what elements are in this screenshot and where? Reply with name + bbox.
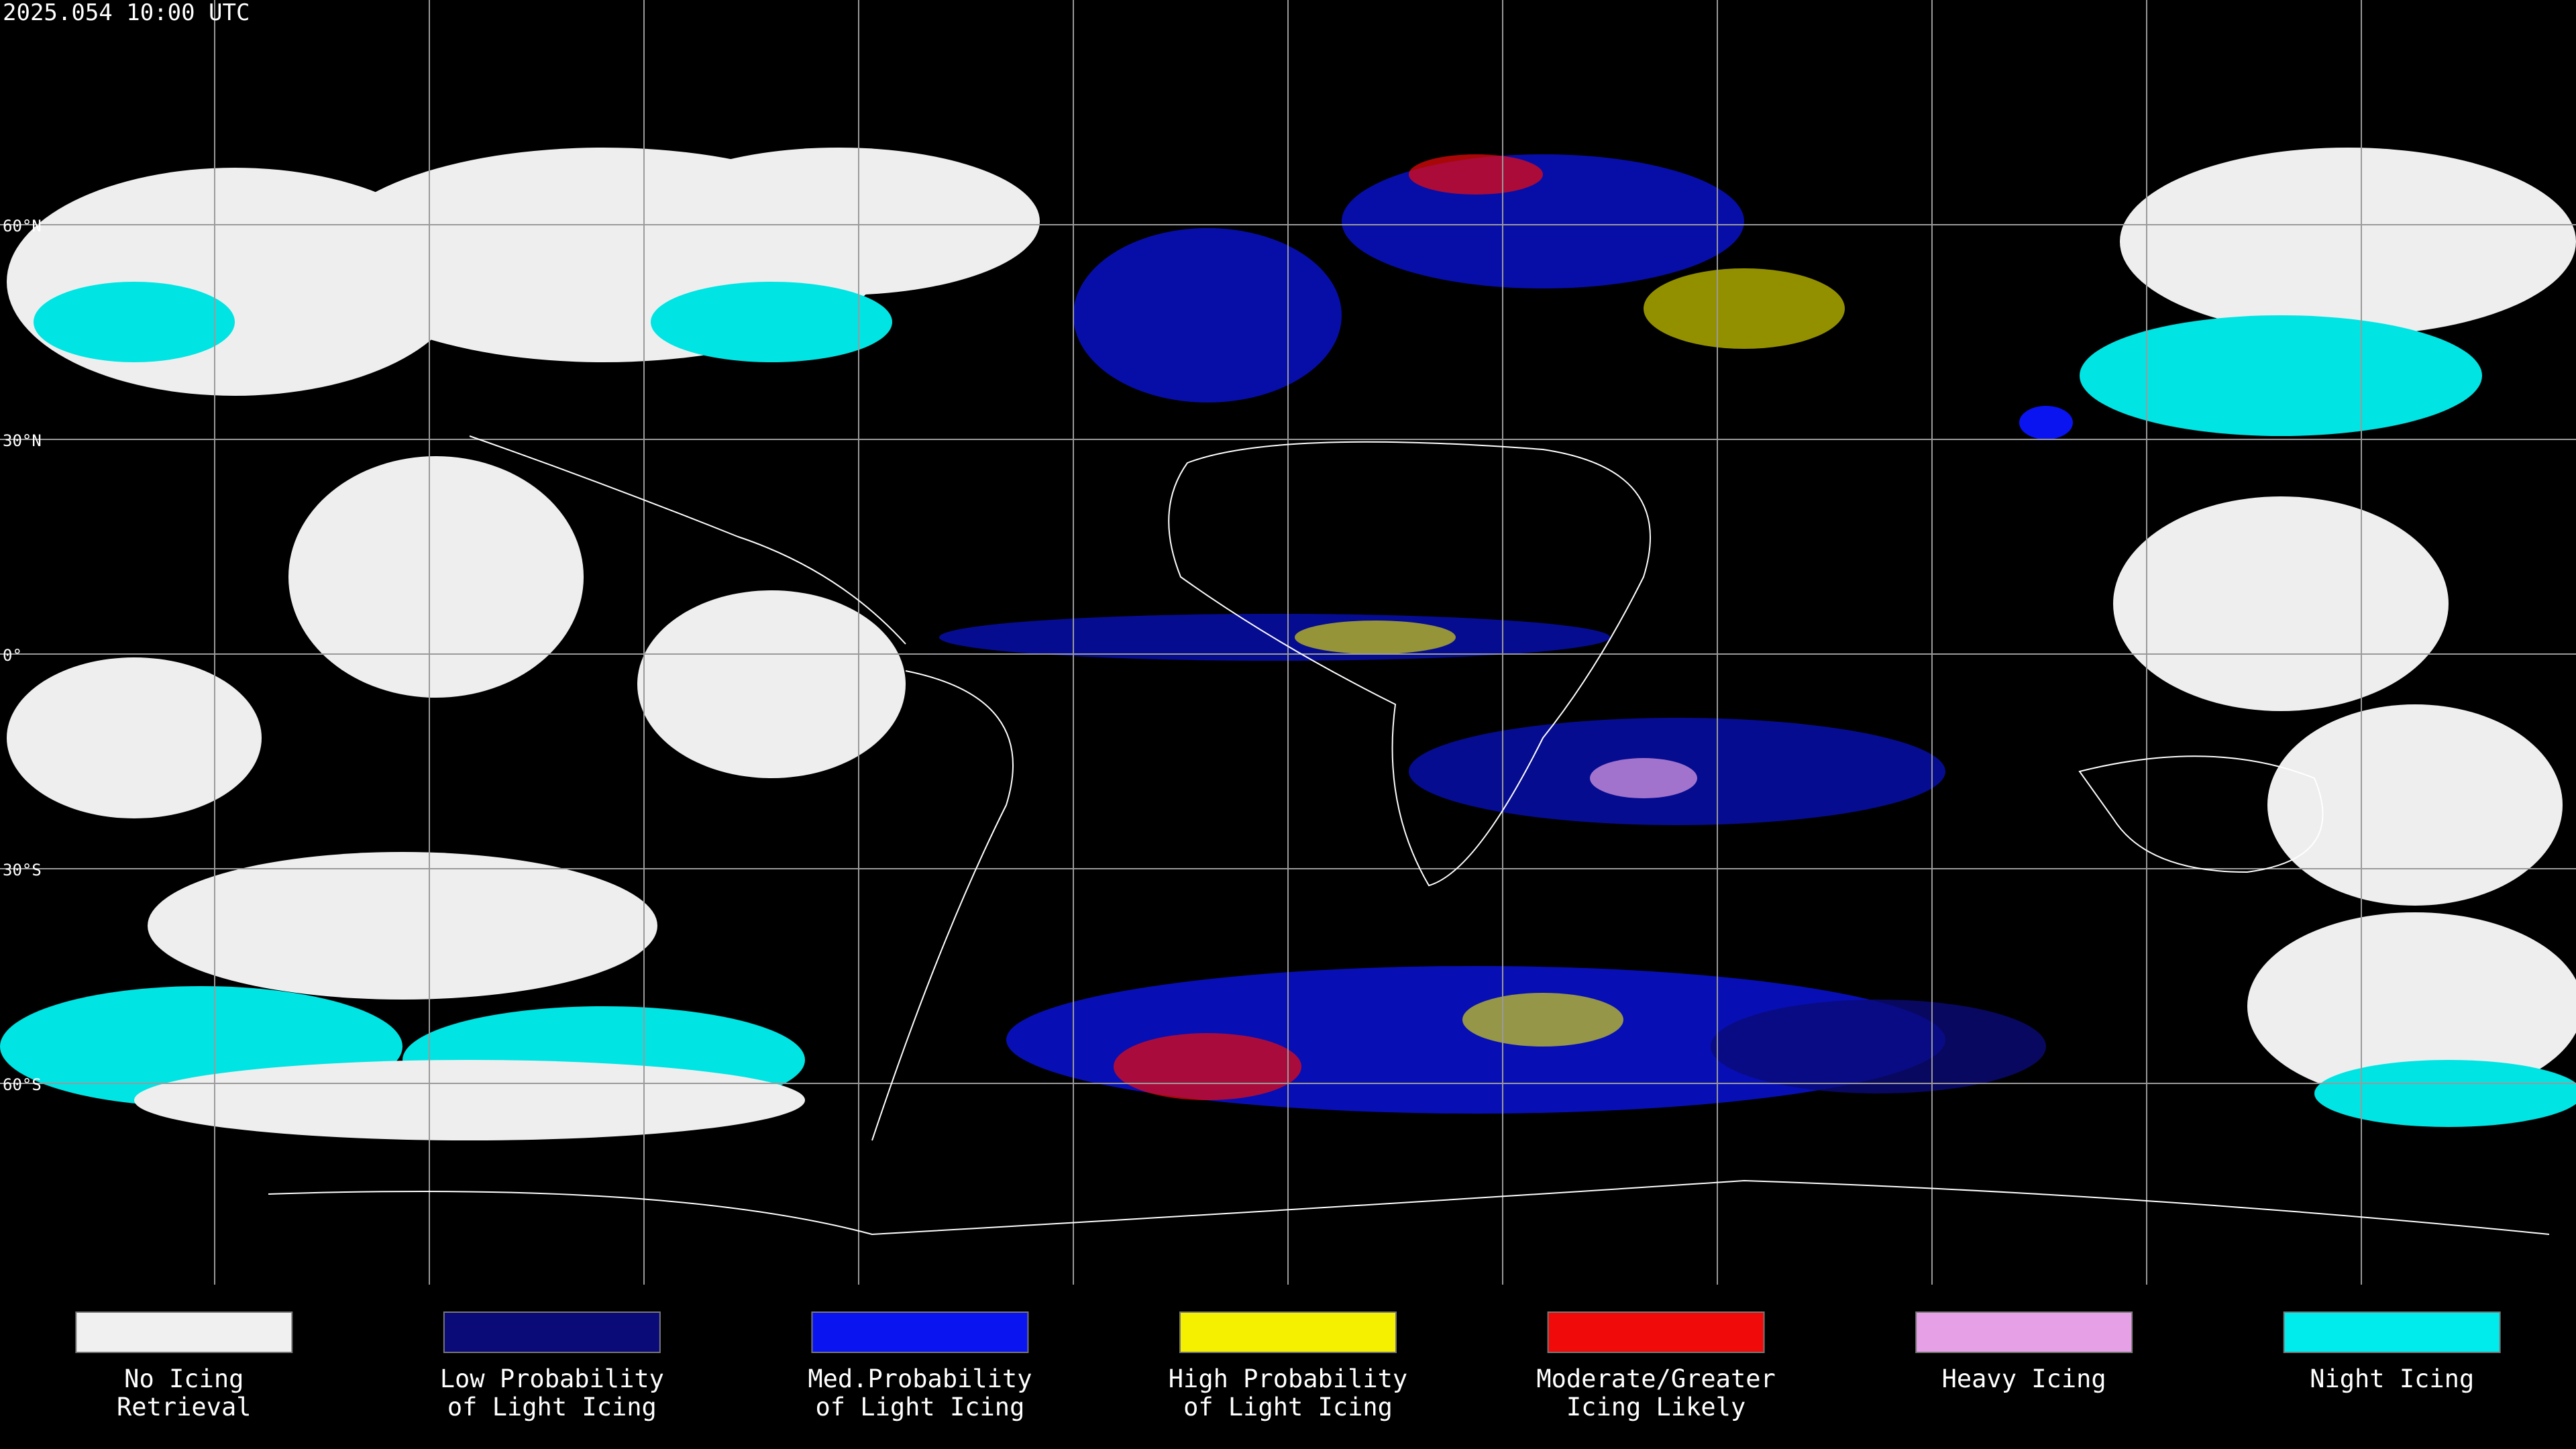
latitude-label: 60°N [3,217,42,235]
legend-label: of Light Icing [815,1393,1024,1421]
latitude-label: 30°S [3,861,42,879]
latitude-label: 60°S [3,1075,42,1094]
timestamp: 2025.054 10:00 UTC [3,0,250,26]
latitude-labels: 60°N 30°N 0° 30°S 60°S [3,217,42,1094]
icing-patches [939,154,2073,1114]
latitude-label: 30°N [3,431,42,450]
legend-label: Moderate/Greater [1536,1364,1775,1393]
cloud-cover-west [0,141,1040,1147]
legend-swatch [1547,1311,1765,1353]
legend-label: Low Probability [440,1364,664,1393]
legend-label: Heavy Icing [1942,1364,2106,1393]
legend-label: Med.Probability [808,1364,1032,1393]
legend-label: High Probability [1169,1364,1407,1393]
legend-label: of Light Icing [1183,1393,1393,1421]
legend-label: of Light Icing [447,1393,657,1421]
legend-swatch [2283,1311,2501,1353]
legend-label: Retrieval [117,1393,251,1421]
legend-swatch [1915,1311,2133,1353]
legend-swatch [443,1311,661,1353]
legend-label: No Icing [124,1364,244,1393]
legend-label: Icing Likely [1566,1393,1746,1421]
graticule [0,0,2576,1285]
latitude-label: 0° [3,646,22,665]
legend-swatch [1179,1311,1397,1353]
cloud-cover-east [2080,148,2576,1127]
legend-swatch [75,1311,293,1353]
legend-label: Night Icing [2310,1364,2474,1393]
coastlines [268,435,2550,1236]
legend-swatch [811,1311,1029,1353]
